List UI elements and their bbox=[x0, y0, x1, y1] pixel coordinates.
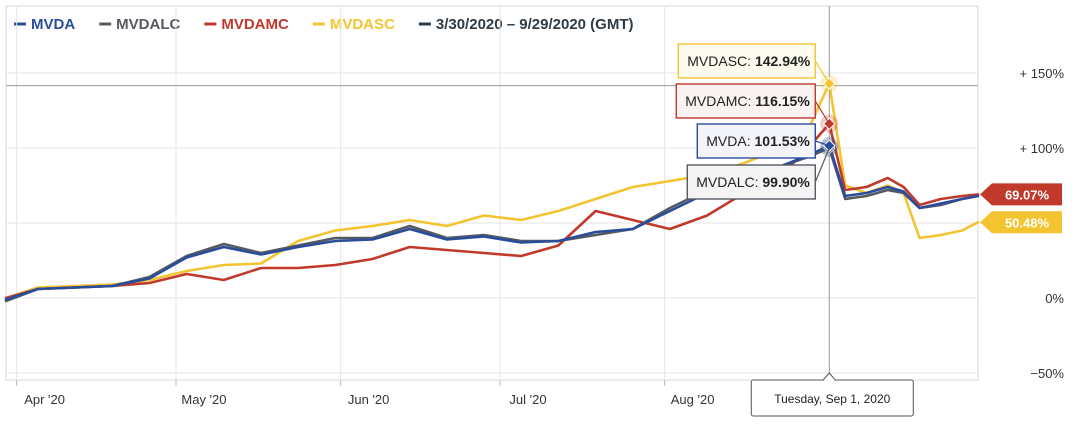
tooltip-value: 116.15% bbox=[755, 93, 810, 109]
tooltip-connector bbox=[815, 140, 830, 147]
tooltip-label: MVDA: bbox=[706, 133, 754, 149]
series-line-mvdamc[interactable] bbox=[4, 122, 980, 300]
tooltip-box bbox=[696, 123, 816, 159]
tooltip-mvdasc: MVDASC: 142.94% bbox=[677, 43, 830, 84]
legend-item-mvdalc[interactable]: MVDALC bbox=[116, 16, 180, 33]
flag-label: 69.07% bbox=[1005, 187, 1050, 202]
hover-date-text: Tuesday, Sep 1, 2020 bbox=[774, 392, 890, 406]
flag-label: 50.48% bbox=[1005, 215, 1050, 230]
y-tick-label: −50% bbox=[1030, 366, 1064, 381]
legend: MVDA MVDALC MVDAMC MVDASC 3/30/2020 – 9/29/2… bbox=[14, 16, 633, 33]
tooltip-connector bbox=[814, 100, 830, 125]
last-value-flag-mvdasc: 50.48% bbox=[980, 211, 1062, 234]
legend-item-mvdasc[interactable]: MVDASC bbox=[330, 16, 395, 33]
tooltip-text: MVDAMC: 116.15% bbox=[685, 93, 810, 109]
x-tick-label: Jul '20 bbox=[509, 392, 546, 407]
x-axis: Apr '20 May '20 Jun '20 Jul '20 Aug '20 bbox=[16, 380, 715, 407]
plot-area-border bbox=[5, 5, 979, 381]
x-tick-label: May '20 bbox=[181, 392, 226, 407]
x-tick-label: Aug '20 bbox=[671, 392, 715, 407]
tooltip-value: 142.94% bbox=[755, 53, 811, 69]
tooltip-text: MVDA: 101.53% bbox=[706, 133, 810, 149]
tooltip-mvdamc: MVDAMC: 116.15% bbox=[675, 83, 830, 125]
tooltips: MVDASC: 142.94% MVDAMC: 116.15% MVDA: 101.… bbox=[675, 43, 830, 200]
series-line-mvda[interactable] bbox=[4, 144, 980, 301]
legend-date-range[interactable]: 3/30/2020 – 9/29/2020 (GMT) bbox=[436, 16, 634, 33]
tooltip-label: MVDAMC: bbox=[685, 93, 755, 109]
tooltip-label: MVDASC: bbox=[687, 53, 755, 69]
series-line-mvdalc[interactable] bbox=[4, 146, 980, 303]
tooltip-box bbox=[677, 43, 816, 79]
tooltip-box bbox=[675, 83, 816, 119]
x-tick-label: Apr '20 bbox=[24, 392, 65, 407]
grid bbox=[5, 5, 979, 381]
tooltip-connector bbox=[814, 60, 830, 84]
date-label-pointer bbox=[822, 372, 836, 381]
tooltip-value: 99.90% bbox=[762, 174, 810, 190]
y-tick-label: + 150% bbox=[1020, 66, 1065, 81]
flag-shape bbox=[980, 211, 1062, 234]
tooltip-box bbox=[686, 164, 816, 200]
tooltip-mvdalc: MVDALC: 99.90% bbox=[686, 147, 830, 200]
hover-date-label: Tuesday, Sep 1, 2020 bbox=[750, 372, 914, 417]
legend-item-mvdamc[interactable]: MVDAMC bbox=[221, 16, 289, 33]
last-value-flag-mvdamc: 69.07% bbox=[980, 183, 1062, 206]
x-tick-label: Jun '20 bbox=[348, 392, 390, 407]
last-value-flags: 69.07% 50.48% bbox=[980, 183, 1062, 234]
y-tick-label: 0% bbox=[1045, 291, 1064, 306]
tooltip-mvda: MVDA: 101.53% bbox=[696, 123, 830, 159]
y-axis: + 150% + 100% 0% −50% bbox=[1020, 66, 1065, 381]
legend-item-mvda[interactable]: MVDA bbox=[31, 16, 75, 33]
tooltip-value: 101.53% bbox=[755, 133, 811, 149]
y-tick-label: + 100% bbox=[1020, 141, 1065, 156]
tooltip-text: MVDASC: 142.94% bbox=[687, 53, 811, 69]
tooltip-label: MVDALC: bbox=[696, 174, 762, 190]
tooltip-text: MVDALC: 99.90% bbox=[696, 174, 810, 190]
flag-shape bbox=[980, 183, 1062, 206]
series-lines bbox=[4, 82, 980, 303]
tooltip-connector bbox=[814, 147, 830, 183]
